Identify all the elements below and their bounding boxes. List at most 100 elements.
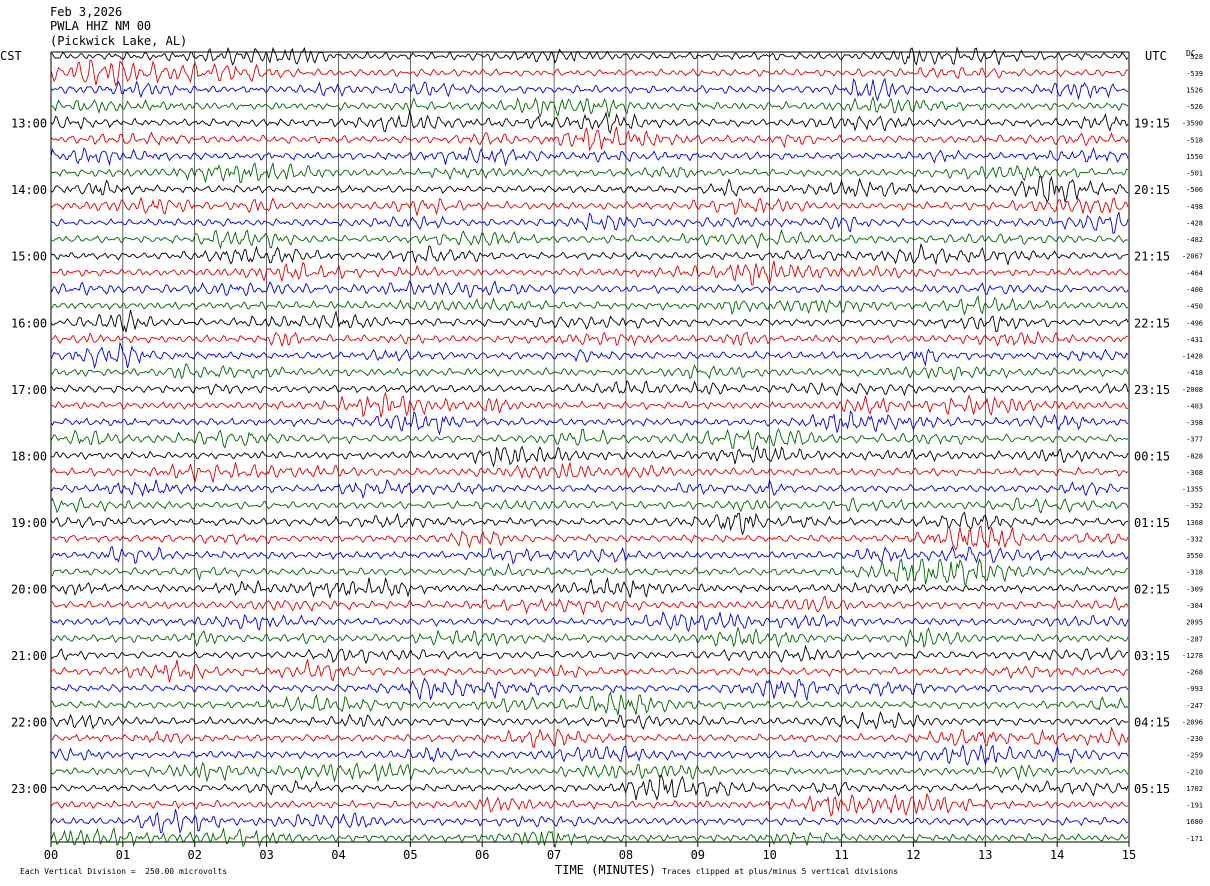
- x-tick-label: 04: [331, 848, 345, 862]
- station-location: (Pickwick Lake, AL): [50, 34, 188, 48]
- dc-offset-label: -431: [1186, 336, 1203, 344]
- dc-offset-label: -828: [1186, 452, 1203, 460]
- dc-offset-label: -259: [1186, 752, 1203, 760]
- dc-offset-label: -526: [1186, 103, 1203, 111]
- trace-line: [50, 827, 1129, 849]
- dc-offset-label: -539: [1186, 70, 1203, 78]
- x-tick-label: 09: [691, 848, 705, 862]
- right-hour-label: 04:15: [1134, 715, 1170, 729]
- left-hour-label: 20:00: [11, 582, 47, 596]
- x-tick-label: 02: [188, 848, 202, 862]
- dc-offset-label: 1680: [1186, 818, 1203, 826]
- trace-line: [50, 610, 1129, 633]
- trace-line: [50, 644, 1129, 665]
- trace-line: [50, 110, 1129, 135]
- trace-line: [50, 809, 1129, 834]
- dc-offset-label: -210: [1186, 768, 1203, 776]
- dc-offset-label: -191: [1186, 802, 1203, 810]
- right-hour-label: 01:15: [1134, 516, 1170, 530]
- dc-offset-label: -2067: [1182, 253, 1203, 261]
- left-hour-label: 17:00: [11, 383, 47, 397]
- dc-offset-label: -287: [1186, 635, 1203, 643]
- dc-offset-label: -230: [1186, 735, 1203, 743]
- dc-offset-label: -368: [1186, 469, 1203, 477]
- x-tick-label: 00: [44, 848, 58, 862]
- trace-line: [50, 511, 1129, 536]
- left-hour-label: 18:00: [11, 449, 47, 463]
- dc-offset-label: -2096: [1182, 718, 1203, 726]
- trace-line: [50, 545, 1129, 565]
- dc-offset-label: -428: [1186, 219, 1203, 227]
- left-hour-label: 23:00: [11, 782, 47, 796]
- dc-offset-label: -482: [1186, 236, 1203, 244]
- trace-line: [50, 59, 1129, 87]
- trace-line: [50, 743, 1129, 766]
- trace-line: [50, 576, 1129, 600]
- trace-line: [50, 726, 1129, 749]
- trace-line: [50, 496, 1129, 514]
- x-tick-label: 10: [762, 848, 776, 862]
- clip-note: Traces clipped at plus/minus 5 vertical …: [662, 867, 899, 876]
- dc-offset-label: -1278: [1182, 652, 1203, 660]
- dc-offset-label: 528: [1190, 53, 1203, 61]
- trace-line: [50, 525, 1129, 551]
- trace-line: [50, 196, 1129, 216]
- trace-line: [50, 341, 1129, 370]
- x-tick-label: 06: [475, 848, 489, 862]
- trace-line: [50, 379, 1129, 397]
- x-tick-label: 03: [259, 848, 273, 862]
- dc-offset-label: 2095: [1186, 619, 1203, 627]
- trace-line: [50, 362, 1129, 382]
- x-tick-label: 12: [906, 848, 920, 862]
- dc-offset-label: -1428: [1182, 353, 1203, 361]
- x-tick-label: 14: [1050, 848, 1064, 862]
- right-hour-label: 22:15: [1134, 316, 1170, 330]
- plot-date: Feb 3,2026: [50, 5, 123, 19]
- trace-line: [50, 260, 1129, 286]
- trace-line: [50, 710, 1129, 730]
- trace-line: [50, 690, 1129, 716]
- dc-offset-label: 1702: [1186, 785, 1203, 793]
- x-tick-label: 05: [403, 848, 417, 862]
- x-tick-label: 01: [116, 848, 130, 862]
- dc-offset-label: -506: [1186, 186, 1203, 194]
- dc-offset-label: -318: [1186, 569, 1203, 577]
- right-hour-label: 21:15: [1134, 250, 1170, 264]
- trace-line: [50, 146, 1129, 167]
- dc-offset-label: -400: [1186, 286, 1203, 294]
- right-hour-label: 05:15: [1134, 782, 1170, 796]
- dc-offset-label: -993: [1186, 685, 1203, 693]
- right-timezone-label: UTC: [1145, 49, 1167, 63]
- left-hour-label: 15:00: [11, 250, 47, 264]
- dc-offset-label: -464: [1186, 269, 1203, 277]
- dc-offset-label: -3590: [1182, 120, 1203, 128]
- trace-line: [50, 659, 1129, 683]
- dc-offset-label: -309: [1186, 585, 1203, 593]
- dc-offset-label: -2008: [1182, 386, 1203, 394]
- right-hour-label: 20:15: [1134, 183, 1170, 197]
- dc-offset-label: -403: [1186, 402, 1203, 410]
- right-hour-label: 00:15: [1134, 449, 1170, 463]
- right-hour-label: 03:15: [1134, 649, 1170, 663]
- dc-offset-label: -377: [1186, 436, 1203, 444]
- dc-offset-label: -304: [1186, 602, 1203, 610]
- trace-line: [50, 558, 1129, 585]
- dc-offset-label: -247: [1186, 702, 1203, 710]
- dc-offset-label: -450: [1186, 303, 1203, 311]
- scale-note: Each Vertical Division = 250.00 microvol…: [20, 867, 228, 876]
- trace-line: [50, 410, 1129, 436]
- dc-offset-label: -1355: [1182, 486, 1203, 494]
- right-hour-label: 23:15: [1134, 383, 1170, 397]
- trace-line: [50, 626, 1129, 649]
- trace-line: [51, 46, 1129, 66]
- x-tick-label: 07: [547, 848, 561, 862]
- dc-offset-label: -352: [1186, 502, 1203, 510]
- x-tick-label: 11: [834, 848, 848, 862]
- trace-line: [50, 309, 1129, 333]
- left-hour-label: 19:00: [11, 516, 47, 530]
- dc-offset-label: -501: [1186, 170, 1203, 178]
- trace-line: [50, 677, 1129, 702]
- trace-line: [50, 330, 1129, 348]
- dc-offset-label: -518: [1186, 136, 1203, 144]
- dc-offset-label: 1550: [1186, 153, 1203, 161]
